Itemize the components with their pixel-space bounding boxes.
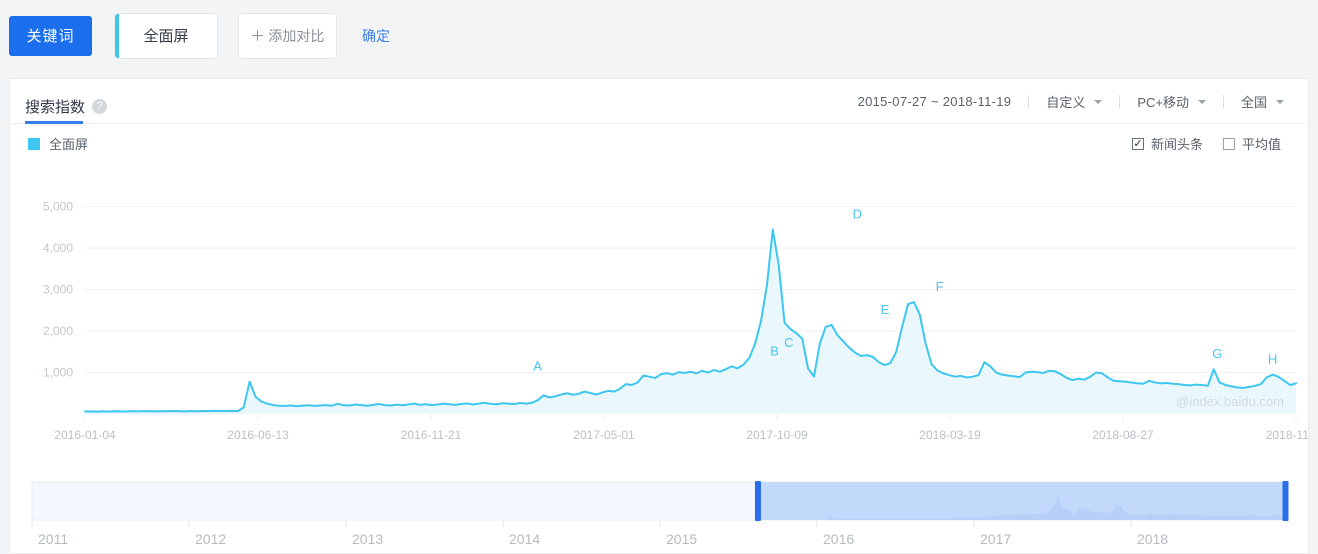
trend-chart-svg: 1,000 2,000 3,000 4,000 5,000 2016-01-04 2016-… [43, 200, 1310, 442]
period-dropdown-label: 自定义 [1046, 95, 1086, 110]
scrubber-year-label: 2016 [823, 531, 854, 547]
chevron-down-icon [1197, 99, 1206, 104]
device-dropdown-label: PC+移动 [1137, 95, 1189, 110]
trend-chart[interactable]: 1,000 2,000 3,000 4,000 5,000 2016-01-04 2016-… [10, 162, 1310, 472]
peak-marker-E[interactable]: E [881, 302, 890, 317]
header-controls: 2015-07-27 ~ 2018-11-19 自定义 PC+移动 全国 [858, 79, 1284, 124]
tab-active-underline [25, 121, 83, 124]
x-axis-tick-label: 2017-10-09 [746, 428, 808, 442]
x-axis-tick-label: 2018-08-27 [1092, 428, 1154, 442]
keyword-card-quanmianping[interactable]: 全面屏 [114, 12, 218, 59]
x-axis-tick-label: 2017-05-01 [573, 428, 635, 442]
scrubber-year-label: 2012 [195, 531, 226, 547]
confirm-button[interactable]: 确定 [362, 27, 390, 44]
divider [1028, 95, 1030, 108]
help-icon[interactable]: ? [92, 98, 108, 114]
scrubber-handle-right[interactable] [1282, 481, 1289, 521]
period-dropdown[interactable]: 自定义 [1046, 92, 1103, 111]
chevron-down-icon [1094, 99, 1103, 104]
region-dropdown[interactable]: 全国 [1241, 92, 1284, 111]
scrubber-year-label: 2018 [1137, 531, 1168, 547]
date-range-display[interactable]: 2015-07-27 ~ 2018-11-19 [857, 94, 1012, 109]
news-headline-label: 新闻头条 [1150, 137, 1203, 152]
scrubber-sparkline [757, 495, 1286, 520]
scrubber-year-label: 2011 [38, 531, 68, 547]
divider [1119, 95, 1121, 108]
peak-marker-C[interactable]: C [784, 335, 793, 350]
x-axis-tick-label: 2016-11-21 [401, 428, 462, 442]
tab-search-index[interactable]: 搜索指数 ? [25, 88, 108, 124]
panel-tab-row: 搜索指数 ? 2015-07-27 ~ 2018-11-19 自定义 PC+移动… [10, 79, 1308, 124]
keyword-card-accent-bar [115, 13, 119, 58]
device-dropdown[interactable]: PC+移动 [1137, 92, 1206, 111]
scrubber-year-label: 2013 [352, 531, 383, 547]
y-axis-tick-label: 1,000 [43, 366, 73, 380]
series-line [84, 228, 1297, 413]
x-axis-tick-label: 2016-06-13 [227, 428, 289, 442]
keyword-card-label: 全面屏 [143, 28, 189, 45]
top-toolbar: 关键词 全面屏 ＋ 添加对比 确定 [0, 0, 1318, 71]
y-axis-tick-label: 3,000 [43, 283, 73, 297]
timeline-range-scrubber[interactable]: 2011 2012 2013 2014 2015 2016 2017 2018 [10, 476, 1308, 554]
scrubber-year-label: 2017 [980, 531, 1011, 547]
timeline-scrubber-svg: 2011 2012 2013 2014 2015 2016 2017 2018 [31, 481, 1289, 547]
average-value-label: 平均值 [1241, 137, 1281, 152]
scrubber-year-label: 2015 [666, 531, 697, 547]
legend-series-quanmianping[interactable]: 全面屏 [28, 134, 88, 153]
legend-series-label: 全面屏 [49, 137, 89, 152]
scrubber-year-label: 2014 [509, 531, 540, 547]
peak-marker-G[interactable]: G [1212, 346, 1222, 361]
legend-toggles: ✓ 新闻头条 平均值 [1112, 134, 1281, 153]
x-axis-tick-label: 2018-11-19 [1266, 428, 1310, 442]
legend-color-swatch [28, 137, 40, 150]
checkbox-box-unchecked [1222, 137, 1235, 150]
divider [1222, 95, 1224, 108]
chevron-down-icon [1276, 99, 1284, 104]
y-axis-tick-label: 5,000 [43, 200, 73, 214]
y-axis-tick-label: 2,000 [43, 324, 73, 338]
average-value-checkbox[interactable]: 平均值 [1222, 134, 1281, 153]
scrubber-selection[interactable] [757, 482, 1286, 520]
y-axis-tick-label: 4,000 [43, 241, 73, 255]
index-panel: 搜索指数 ? 2015-07-27 ~ 2018-11-19 自定义 PC+移动… [9, 78, 1310, 554]
peak-marker-B[interactable]: B [770, 343, 779, 358]
peak-marker-F[interactable]: F [936, 279, 944, 294]
series-area-fill [85, 229, 1296, 414]
checkbox-box-checked: ✓ [1131, 137, 1144, 150]
news-headline-checkbox[interactable]: ✓ 新闻头条 [1131, 134, 1203, 153]
tab-search-index-label: 搜索指数 [25, 98, 86, 116]
x-axis-tick-label: 2018-03-19 [919, 428, 981, 442]
add-compare-button[interactable]: ＋ 添加对比 [238, 12, 337, 59]
peak-marker-H[interactable]: H [1268, 352, 1277, 367]
x-axis-tick-label: 2016-01-04 [54, 428, 116, 442]
watermark: @index.baidu.com [1176, 394, 1284, 409]
peak-marker-D[interactable]: D [853, 207, 862, 222]
peak-marker-A[interactable]: A [533, 359, 542, 374]
region-dropdown-label: 全国 [1240, 95, 1267, 110]
legend-row: 全面屏 ✓ 新闻头条 平均值 [10, 124, 1308, 162]
scrubber-handle-left[interactable] [754, 481, 761, 521]
keyword-button[interactable]: 关键词 [9, 15, 92, 56]
